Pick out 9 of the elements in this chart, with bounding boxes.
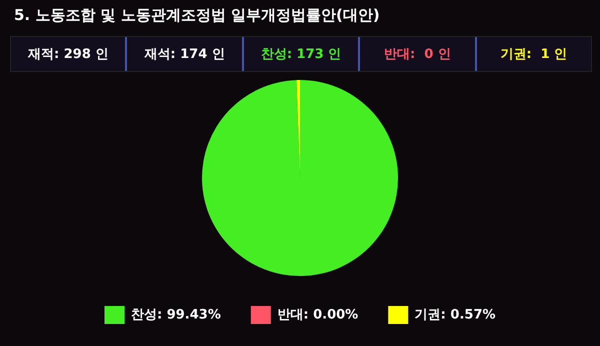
text: 반대: 0 인 xyxy=(360,37,477,71)
text: 재석: 174 인 xyxy=(127,37,244,71)
text: 재적: 298 인 xyxy=(11,37,128,71)
chart-title: 5. 노동조합 및 노동관계조정법 일부개정법률안(대안) xyxy=(14,6,380,25)
text: 찬성: 173 인 xyxy=(244,37,360,71)
legend-label: 기권: 0.57% xyxy=(414,307,496,322)
legend-label: 찬성: 99.43% xyxy=(130,307,221,322)
text: 기권: 1 인 xyxy=(499,46,568,64)
legend-label: 반대: 0.00% xyxy=(277,307,358,322)
